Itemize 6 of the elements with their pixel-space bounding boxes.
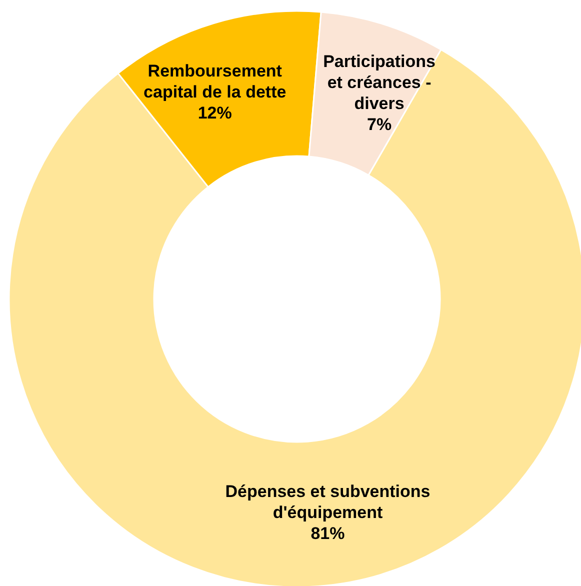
data-label: 81% bbox=[310, 524, 345, 543]
slice-label: Dépenses et subventions d'équipement bbox=[225, 482, 430, 522]
data-label: 12% bbox=[198, 104, 232, 123]
slice-label: Participations et créances - divers bbox=[323, 52, 436, 113]
slice-label: Remboursement capital de la dette bbox=[144, 62, 286, 102]
data-label: 7% bbox=[367, 114, 392, 134]
